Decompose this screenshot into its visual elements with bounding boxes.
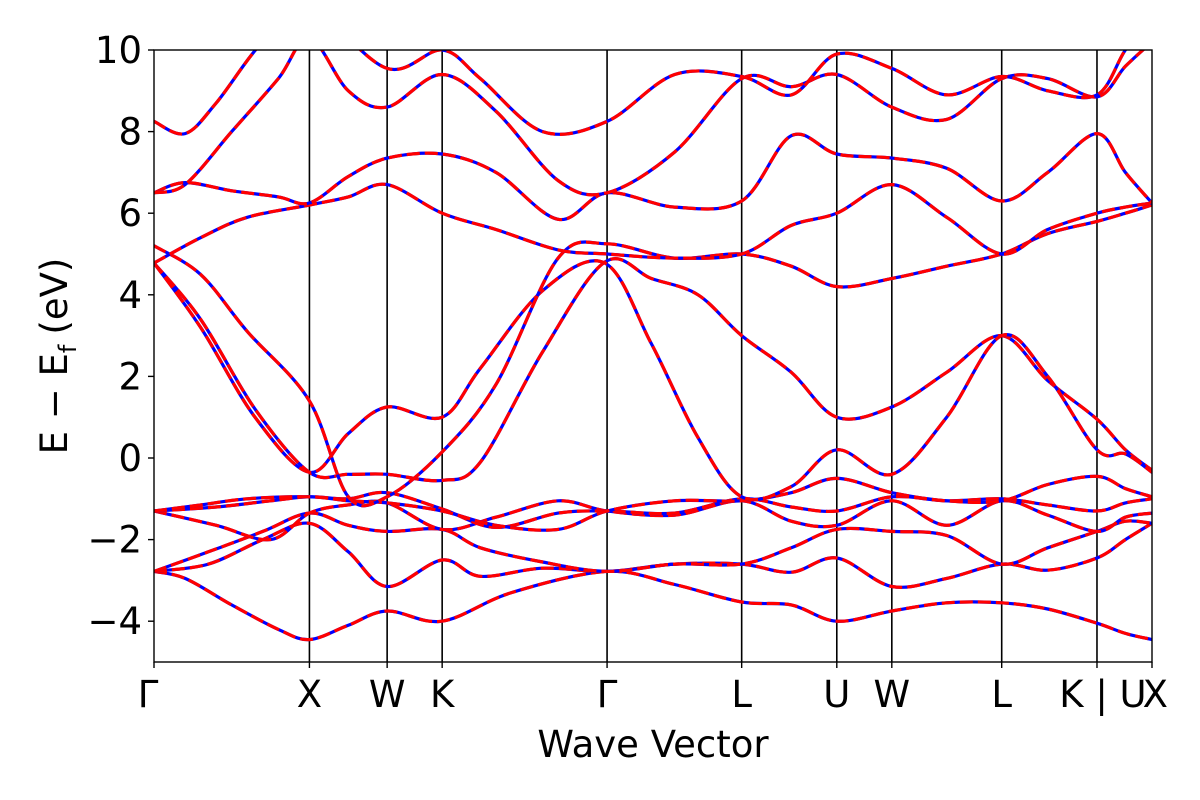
- x-tick-label: W: [369, 673, 406, 716]
- band-line-red-0: [154, 569, 1152, 642]
- x-tick-label: X: [1143, 673, 1168, 716]
- y-axis-label-unit: (eV): [33, 258, 76, 335]
- y-axis-label-main: E − E: [33, 353, 76, 454]
- band-lines: [154, 50, 1152, 642]
- band-line-red-10: [154, 132, 1152, 221]
- x-tick-label: L: [991, 673, 1012, 716]
- y-tick-label: 2: [118, 355, 142, 398]
- x-tick-label: W: [874, 673, 911, 716]
- y-tick-label: 4: [118, 274, 142, 317]
- kpath-lines: [308, 50, 1098, 662]
- x-tick-label: X: [297, 673, 322, 716]
- plot-frame: [153, 49, 1153, 663]
- band-line-red-5: [154, 474, 1152, 532]
- y-tick-label: 10: [95, 29, 142, 72]
- x-axis-label: Wave Vector: [537, 723, 769, 766]
- y-axis-label-subscript: f: [54, 344, 82, 353]
- y-tick-label: 0: [118, 437, 142, 480]
- x-tick-label: Γ: [138, 673, 159, 716]
- band-line-red-12: [154, 50, 1128, 136]
- x-tick-label: K | U: [1059, 673, 1146, 716]
- y-tick-label: 6: [118, 192, 142, 235]
- y-tick-label: −4: [87, 600, 142, 643]
- x-tick-label: K: [430, 673, 456, 716]
- band-line-red-9: [154, 182, 1152, 265]
- y-axis-label: E − Ef (eV): [33, 258, 82, 455]
- y-tick-label: −2: [87, 519, 142, 562]
- band-line-red-6: [154, 257, 1152, 483]
- band-line-red-2: [154, 511, 1152, 574]
- y-tick-label: 8: [118, 111, 142, 154]
- band-line-red-8: [154, 203, 1152, 508]
- x-tick-label: Γ: [597, 673, 618, 716]
- x-tick-label: L: [731, 673, 752, 716]
- x-tick-label: U: [823, 673, 850, 716]
- y-axis: −4 −2 0 2 4 6 8 10: [87, 29, 154, 643]
- band-line-red-7: [154, 259, 1152, 502]
- band-line-red-3: [154, 499, 1152, 542]
